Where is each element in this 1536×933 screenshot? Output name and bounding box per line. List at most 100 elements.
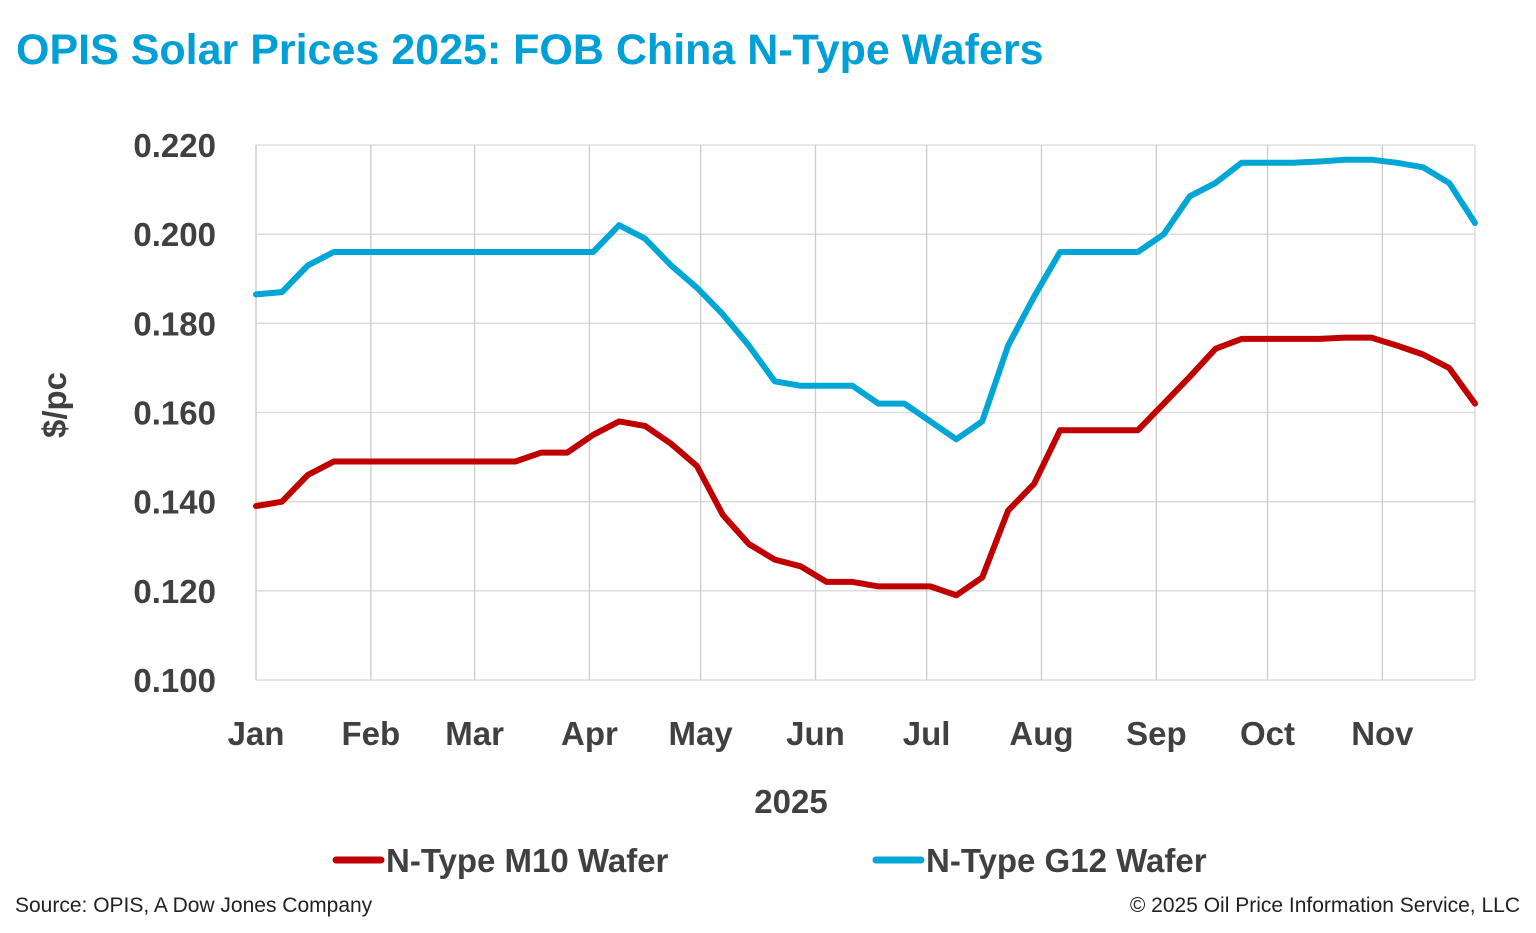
data-point: [385, 251, 387, 253]
data-point: [333, 251, 335, 253]
data-point: [981, 420, 983, 422]
data-point: [1033, 483, 1035, 485]
data-point: [411, 251, 413, 253]
data-point: [592, 251, 594, 253]
data-point: [1033, 296, 1035, 298]
data-point: [748, 345, 750, 347]
series-lines: [253, 156, 1478, 599]
data-point: [255, 293, 257, 295]
data-point: [437, 251, 439, 253]
data-point: [748, 543, 750, 545]
data-point: [1111, 429, 1113, 431]
y-tick-label: 0.140: [133, 484, 216, 521]
data-point: [929, 585, 931, 587]
data-point: [1241, 338, 1243, 340]
data-point: [877, 585, 879, 587]
legend-label-g12: N-Type G12 Wafer: [926, 842, 1207, 879]
data-point: [281, 501, 283, 503]
data-point: [670, 443, 672, 445]
y-tick-label: 0.160: [133, 395, 216, 432]
data-point: [722, 313, 724, 315]
data-point: [1344, 337, 1346, 339]
y-axis-label: $/pc: [36, 372, 73, 438]
series-line-g12: [253, 156, 1478, 443]
data-point: [1396, 162, 1398, 164]
data-point: [696, 465, 698, 467]
data-point: [644, 425, 646, 427]
chart-title: OPIS Solar Prices 2025: FOB China N-Type…: [16, 26, 1044, 74]
x-tick-label: Jul: [903, 715, 951, 752]
data-point: [1111, 251, 1113, 253]
y-tick-label: 0.120: [133, 573, 216, 610]
data-point: [1059, 429, 1061, 431]
data-point: [566, 251, 568, 253]
data-point: [800, 385, 802, 387]
data-point: [1448, 182, 1450, 184]
data-point: [1189, 376, 1191, 378]
data-point: [1215, 182, 1217, 184]
data-point: [514, 251, 516, 253]
x-tick-label: Sep: [1126, 715, 1187, 752]
data-point: [852, 385, 854, 387]
x-tick-label: Aug: [1009, 715, 1073, 752]
data-point: [1085, 429, 1087, 431]
data-point: [1448, 367, 1450, 369]
y-tick-label: 0.100: [133, 662, 216, 699]
data-point: [1318, 338, 1320, 340]
data-point: [540, 452, 542, 454]
grid: [255, 144, 1476, 681]
data-point: [644, 238, 646, 240]
data-point: [540, 251, 542, 253]
data-point: [1059, 251, 1061, 253]
data-point: [1292, 162, 1294, 164]
x-tick-label: Mar: [445, 715, 504, 752]
x-tick-label: Feb: [342, 715, 401, 752]
data-point: [1370, 337, 1372, 339]
data-point: [774, 380, 776, 382]
data-point: [1318, 160, 1320, 162]
data-point: [1267, 162, 1269, 164]
data-point: [1007, 345, 1009, 347]
data-point: [307, 264, 309, 266]
data-point: [1163, 233, 1165, 235]
legend-label-m10: N-Type M10 Wafer: [386, 842, 669, 879]
data-point: [1267, 338, 1269, 340]
data-point: [852, 581, 854, 583]
data-point: [359, 251, 361, 253]
data-point: [618, 224, 620, 226]
y-tick-label: 0.220: [133, 127, 216, 164]
y-tick-label: 0.200: [133, 216, 216, 253]
data-point: [1085, 251, 1087, 253]
data-point: [1137, 251, 1139, 253]
x-axis-label: 2025: [754, 783, 827, 820]
series-line-m10: [253, 334, 1478, 599]
data-point: [929, 420, 931, 422]
copyright-note: © 2025 Oil Price Information Service, LL…: [1130, 894, 1520, 917]
y-tick-label: 0.180: [133, 305, 216, 342]
data-point: [281, 291, 283, 293]
data-point: [670, 264, 672, 266]
data-point: [1396, 345, 1398, 347]
data-point: [1137, 429, 1139, 431]
data-point: [1422, 166, 1424, 168]
x-tick-label: Nov: [1351, 715, 1414, 752]
data-point: [1163, 403, 1165, 405]
data-point: [1344, 159, 1346, 161]
legend: N-Type M10 Wafer N-Type G12 Wafer: [332, 842, 1207, 879]
data-point: [1007, 510, 1009, 512]
data-point: [411, 461, 413, 463]
data-point: [1474, 403, 1476, 405]
data-point: [981, 576, 983, 578]
data-point: [800, 565, 802, 567]
data-point: [462, 461, 464, 463]
x-axis-ticks: Jan Feb Mar Apr May Jun Jul Aug Sep Oct Nov: [228, 715, 1415, 752]
data-point: [618, 420, 620, 422]
data-point: [1189, 195, 1191, 197]
data-point: [696, 287, 698, 289]
data-point: [1422, 354, 1424, 356]
data-point: [437, 461, 439, 463]
data-point: [488, 251, 490, 253]
data-point: [903, 585, 905, 587]
data-point: [333, 461, 335, 463]
